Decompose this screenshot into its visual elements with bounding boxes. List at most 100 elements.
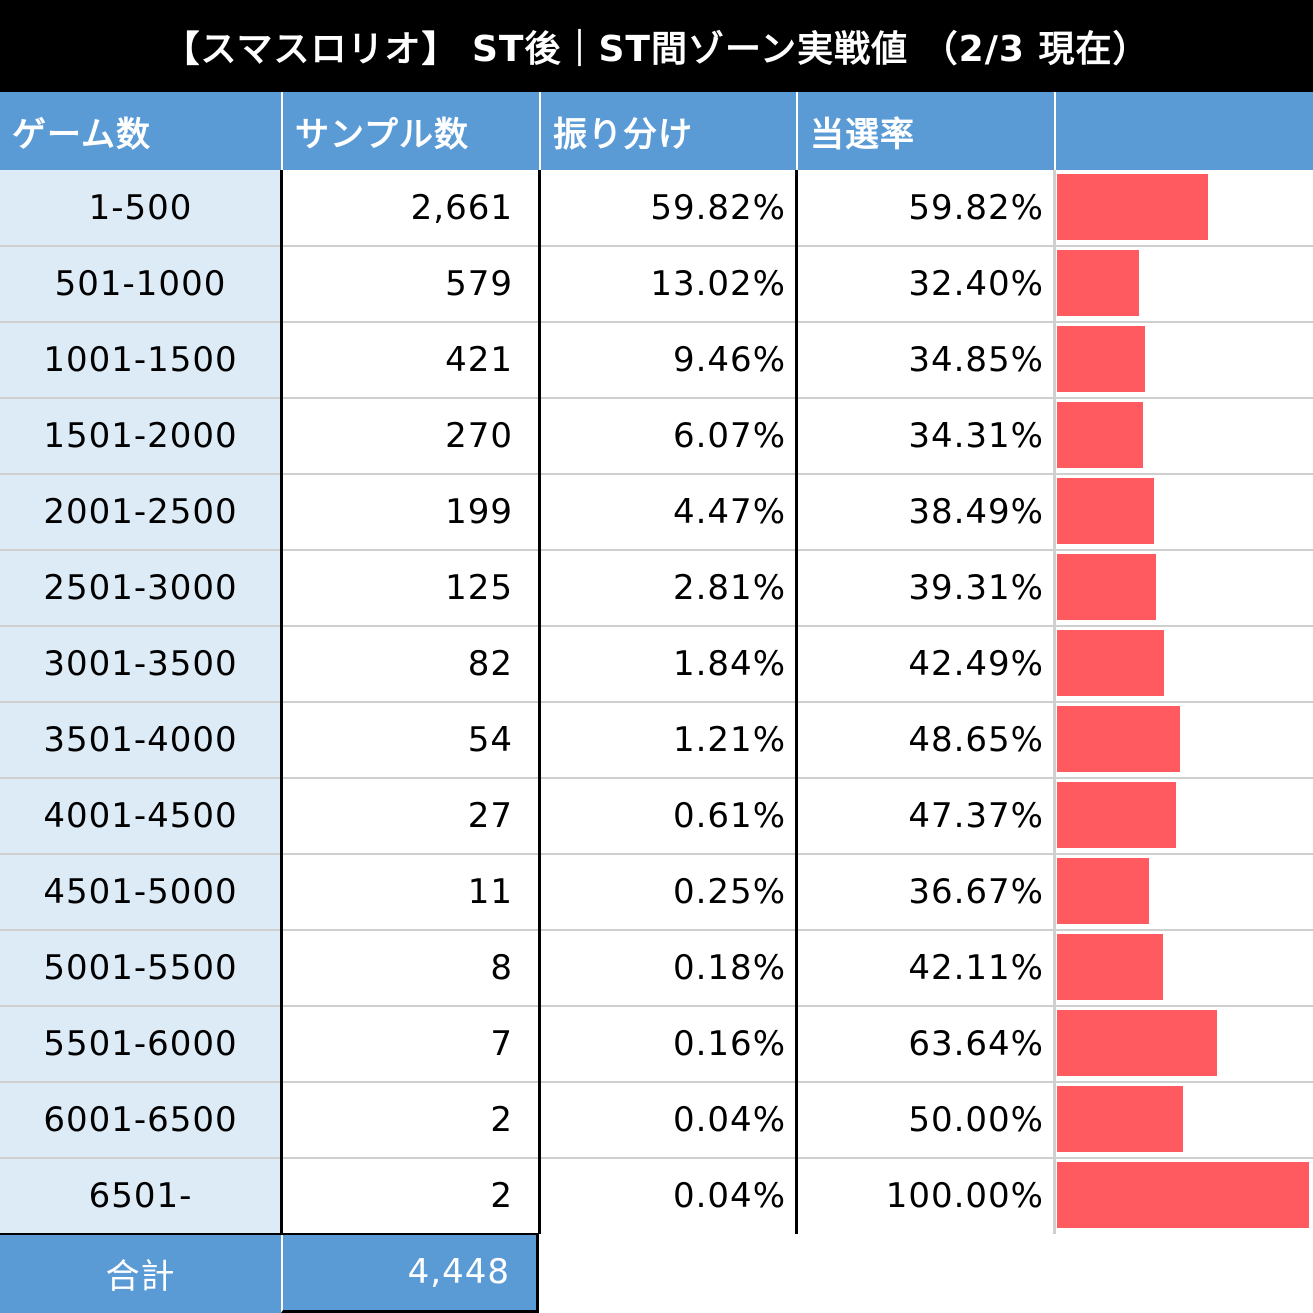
row-hit-rate-value: 47.37% <box>908 796 1044 836</box>
row-hit-rate-value: 48.65% <box>908 720 1044 760</box>
header-bar <box>1054 92 1313 170</box>
header-distribution: 振り分け <box>539 92 796 170</box>
row-distribution-value: 6.07% <box>672 416 786 456</box>
hit-rate-bar <box>1057 1086 1183 1152</box>
row-bar-track <box>1054 398 1313 474</box>
row-bar-track <box>1054 170 1313 246</box>
hit-rate-bar <box>1057 402 1143 468</box>
row-hit-rate-value: 100.00% <box>885 1176 1044 1216</box>
row-samples-value: 7 <box>490 1024 513 1064</box>
row-hit-rate-value: 63.64% <box>908 1024 1044 1064</box>
row-hit-rate-value: 34.31% <box>908 416 1044 456</box>
row-samples-value: 8 <box>490 948 513 988</box>
hit-rate-bar <box>1057 630 1164 696</box>
row-bar-track <box>1054 778 1313 854</box>
column-divider <box>538 170 541 1234</box>
header-games: ゲーム数 <box>0 92 281 170</box>
row-distribution-value: 0.04% <box>672 1176 786 1216</box>
row-games-label: 1-500 <box>0 170 281 246</box>
row-distribution-value: 9.46% <box>672 340 786 380</box>
row-distribution-value: 4.47% <box>672 492 786 532</box>
column-divider <box>280 170 283 1234</box>
row-samples-value: 2,661 <box>410 188 513 228</box>
row-samples-value: 199 <box>445 492 513 532</box>
row-divider <box>0 777 1313 779</box>
row-games-label: 6001-6500 <box>0 1082 281 1158</box>
row-games-label: 1501-2000 <box>0 398 281 474</box>
row-games-label: 6501- <box>0 1158 281 1234</box>
row-samples-value: 421 <box>445 340 513 380</box>
row-bar-track <box>1054 1006 1313 1082</box>
row-hit-rate-value: 59.82% <box>908 188 1044 228</box>
row-samples-value: 125 <box>445 568 513 608</box>
row-games-label: 5001-5500 <box>0 930 281 1006</box>
row-distribution-value: 0.61% <box>672 796 786 836</box>
row-hit-rate-value: 50.00% <box>908 1100 1044 1140</box>
row-distribution-value: 0.04% <box>672 1100 786 1140</box>
row-bar-track <box>1054 246 1313 322</box>
row-games-label: 4501-5000 <box>0 854 281 930</box>
row-divider <box>0 397 1313 399</box>
hit-rate-bar <box>1057 1010 1217 1076</box>
row-games-label: 2501-3000 <box>0 550 281 626</box>
row-divider <box>0 1081 1313 1083</box>
row-divider <box>0 473 1313 475</box>
row-samples-value: 270 <box>445 416 513 456</box>
row-games-label: 2001-2500 <box>0 474 281 550</box>
hit-rate-bar <box>1057 1162 1309 1228</box>
row-hit-rate-value: 36.67% <box>908 872 1044 912</box>
row-samples-value: 27 <box>467 796 513 836</box>
row-distribution-value: 1.21% <box>672 720 786 760</box>
row-divider <box>0 1005 1313 1007</box>
row-hit-rate-value: 32.40% <box>908 264 1044 304</box>
row-bar-track <box>1054 930 1313 1006</box>
row-hit-rate-value: 34.85% <box>908 340 1044 380</box>
row-distribution-value: 0.18% <box>672 948 786 988</box>
row-samples-value: 2 <box>490 1100 513 1140</box>
row-divider <box>0 321 1313 323</box>
row-bar-track <box>1054 854 1313 930</box>
bar-column-divider <box>1053 170 1056 1234</box>
row-divider <box>0 853 1313 855</box>
hit-rate-bar <box>1057 478 1154 544</box>
hit-rate-bar <box>1057 326 1145 392</box>
row-bar-track <box>1054 322 1313 398</box>
row-samples-value: 579 <box>445 264 513 304</box>
column-divider <box>795 170 798 1234</box>
row-bar-track <box>1054 1082 1313 1158</box>
row-samples-value: 2 <box>490 1176 513 1216</box>
row-divider <box>0 1157 1313 1159</box>
row-bar-track <box>1054 550 1313 626</box>
row-samples-value: 54 <box>467 720 513 760</box>
row-distribution-value: 1.84% <box>672 644 786 684</box>
row-bar-track <box>1054 702 1313 778</box>
hit-rate-bar <box>1057 174 1208 240</box>
row-games-label: 4001-4500 <box>0 778 281 854</box>
row-games-label: 1001-1500 <box>0 322 281 398</box>
row-divider <box>0 625 1313 627</box>
row-divider <box>0 929 1313 931</box>
row-bar-track <box>1054 1158 1313 1234</box>
row-divider <box>0 245 1313 247</box>
row-bar-track <box>1054 626 1313 702</box>
row-games-label: 3501-4000 <box>0 702 281 778</box>
row-bar-track <box>1054 474 1313 550</box>
hit-rate-bar <box>1057 782 1176 848</box>
row-distribution-value: 0.16% <box>672 1024 786 1064</box>
row-samples-value: 82 <box>467 644 513 684</box>
row-distribution-value: 13.02% <box>650 264 786 304</box>
header-samples: サンプル数 <box>281 92 539 170</box>
hit-rate-bar <box>1057 706 1180 772</box>
row-divider <box>0 549 1313 551</box>
total-label: 合計 <box>0 1234 281 1313</box>
hit-rate-bar <box>1057 554 1156 620</box>
row-distribution-value: 0.25% <box>672 872 786 912</box>
row-distribution-value: 2.81% <box>672 568 786 608</box>
row-games-label: 501-1000 <box>0 246 281 322</box>
row-distribution-value: 59.82% <box>650 188 786 228</box>
chart-title: 【スマスロリオ】 ST後｜ST間ゾーン実戦値 （2/3 現在） <box>0 0 1313 92</box>
row-samples-value: 11 <box>467 872 513 912</box>
row-hit-rate-value: 42.11% <box>908 948 1044 988</box>
hit-rate-bar <box>1057 250 1139 316</box>
hit-rate-bar <box>1057 858 1149 924</box>
